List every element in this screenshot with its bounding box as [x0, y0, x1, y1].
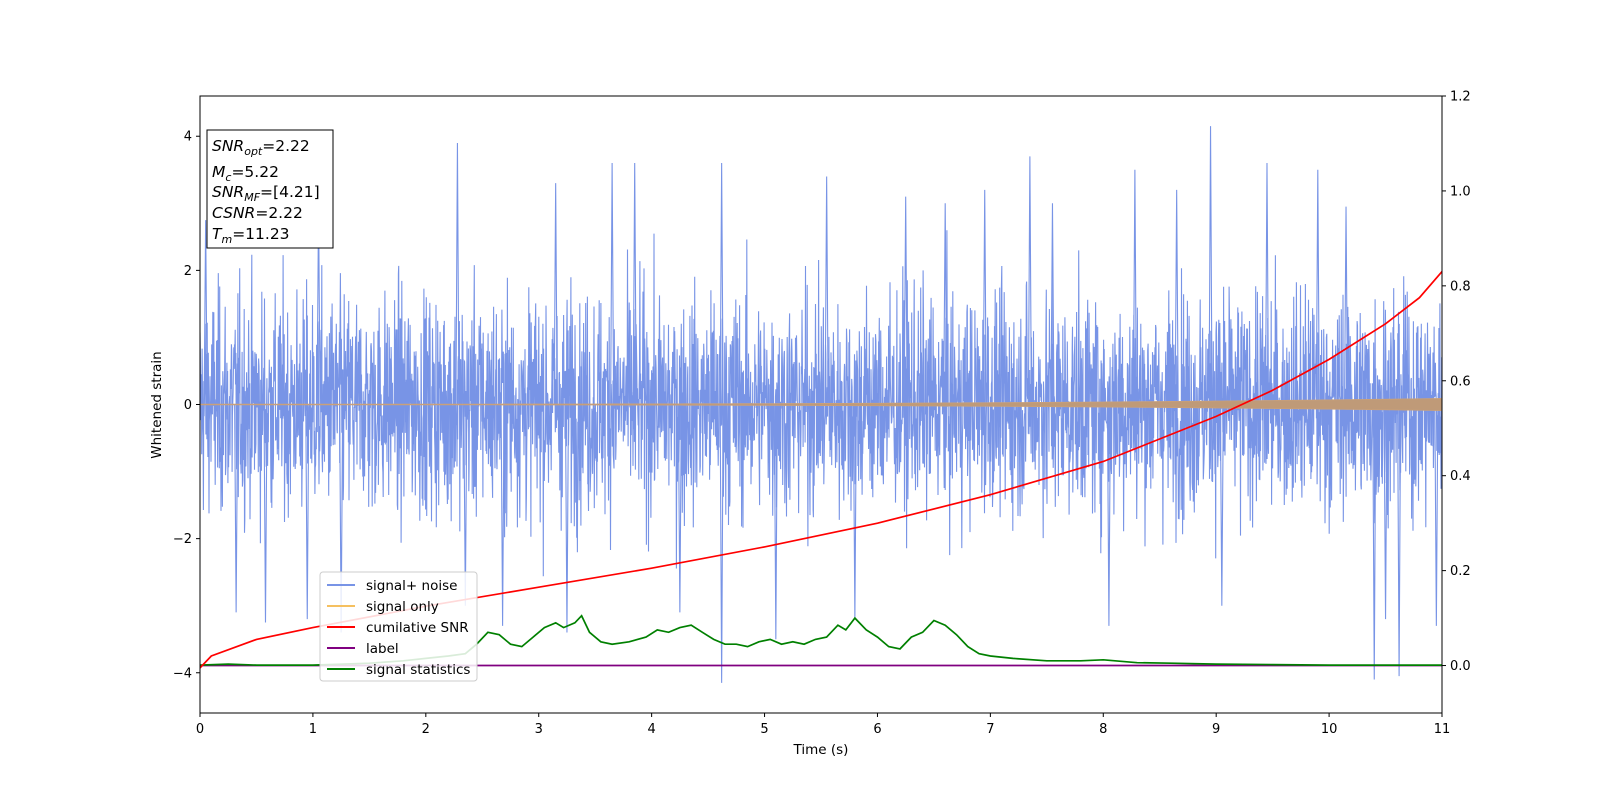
- noise-peak: [553, 183, 558, 405]
- noise-peak: [943, 203, 948, 405]
- x-tick-label: 7: [986, 722, 994, 737]
- noise-peak: [1315, 169, 1320, 405]
- legend-label: signal statistics: [366, 662, 470, 678]
- legend-frame: [319, 571, 478, 682]
- noise-peak: [677, 404, 682, 613]
- noise-peak: [1219, 404, 1224, 606]
- x-tick-label: 1: [309, 722, 317, 737]
- noise-peak: [234, 404, 239, 613]
- y-tick-label: −2: [173, 532, 192, 547]
- noise-peak: [824, 176, 829, 405]
- noise-peak: [1208, 126, 1213, 405]
- noise-peak: [773, 404, 778, 640]
- noise-peak: [1050, 203, 1055, 405]
- noise-peak: [1027, 156, 1032, 405]
- y2-tick-label: 0.0: [1450, 659, 1471, 674]
- plot-area: [200, 126, 1442, 683]
- noise-peak: [1343, 206, 1349, 405]
- y-tick-label: −4: [173, 666, 192, 681]
- info-line: SNRMF=[4.21]: [212, 183, 320, 204]
- noise-peak: [1264, 163, 1270, 405]
- noise-peak: [719, 163, 724, 405]
- x-tick-label: 11: [1434, 722, 1451, 737]
- noise-peak: [719, 404, 724, 683]
- noise-peak: [1434, 404, 1439, 626]
- y2-tick-label: 0.6: [1450, 374, 1471, 389]
- x-tick-label: 9: [1212, 722, 1220, 737]
- x-tick-label: 8: [1099, 722, 1107, 737]
- signal-only-trace: [200, 398, 1442, 411]
- y-axis-label: Whitened strain: [149, 351, 165, 458]
- noise-peak: [1132, 169, 1137, 405]
- x-tick-label: 5: [760, 722, 768, 737]
- x-tick-label: 10: [1321, 722, 1338, 737]
- noise-peak: [1106, 404, 1111, 626]
- cumulative-snr-line: [200, 271, 1442, 669]
- y2-tick-label: 1.2: [1450, 90, 1471, 105]
- noise-peak: [1372, 404, 1377, 680]
- y2-tick-label: 0.8: [1450, 279, 1471, 294]
- noise-peak: [263, 404, 268, 623]
- x-tick-label: 3: [535, 722, 543, 737]
- legend-label: label: [366, 641, 399, 657]
- legend-label: signal+ noise: [366, 578, 457, 594]
- signal-statistics-line: [200, 614, 1442, 666]
- y-tick-label: 0: [184, 398, 192, 413]
- info-line: SNRopt=2.22: [212, 137, 310, 158]
- noise-trace-path: [200, 230, 1442, 577]
- info-line: Mc=5.22: [212, 163, 279, 184]
- legend-label: signal only: [366, 599, 439, 615]
- x-tick-label: 2: [422, 722, 430, 737]
- x-tick-label: 4: [647, 722, 655, 737]
- y2-tick-label: 0.2: [1450, 564, 1471, 579]
- info-box-frame: [206, 129, 334, 249]
- noise-peak: [203, 220, 208, 405]
- y2-tick-label: 1.0: [1450, 184, 1471, 199]
- noise-peak: [1174, 189, 1179, 405]
- noise-peak: [500, 404, 505, 626]
- info-line: Tm=11.23: [212, 225, 290, 246]
- x-axis-label: Time (s): [793, 742, 849, 758]
- info-line: CSNR=2.22: [212, 204, 303, 222]
- signal-only-envelope: [200, 398, 1442, 411]
- x-tick-label: 6: [873, 722, 881, 737]
- noise-peak: [903, 196, 908, 405]
- signal-noise-trace: [200, 126, 1442, 683]
- noise-peak: [632, 163, 637, 405]
- legend: signal+ noise signal only cumilative SNR la…: [319, 571, 478, 682]
- noise-peak: [982, 189, 987, 405]
- y-tick-label: 4: [184, 130, 192, 145]
- noise-peak: [1397, 404, 1402, 677]
- noise-peak: [610, 163, 615, 405]
- axes: 0 1 2 3 4 5 6 7 8 9 10 11 −4 −2 0 2 4 0.0 0.2 0.4 0.6 0.8 1.0 1…: [173, 90, 1471, 738]
- x-tick-label: 0: [196, 722, 204, 737]
- noise-peak: [455, 142, 460, 405]
- y-tick-label: 2: [184, 264, 192, 279]
- legend-label: cumilative SNR: [366, 620, 469, 636]
- y2-tick-label: 0.4: [1450, 469, 1471, 484]
